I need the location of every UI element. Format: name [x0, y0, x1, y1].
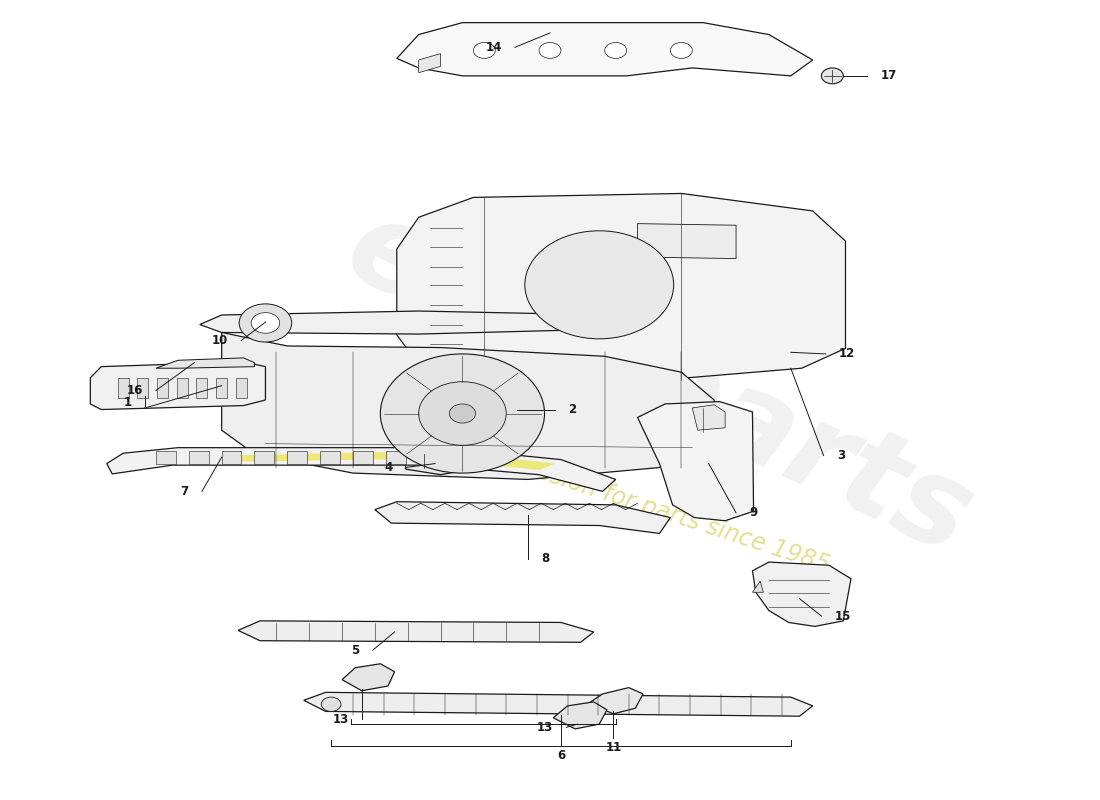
- Text: 9: 9: [749, 506, 758, 519]
- Circle shape: [473, 42, 495, 58]
- Polygon shape: [419, 54, 441, 73]
- Text: 16: 16: [126, 384, 143, 397]
- Polygon shape: [200, 311, 594, 334]
- Text: 3: 3: [837, 449, 845, 462]
- Polygon shape: [752, 562, 851, 626]
- Polygon shape: [386, 451, 406, 463]
- Circle shape: [239, 304, 292, 342]
- Circle shape: [539, 42, 561, 58]
- Polygon shape: [157, 378, 168, 398]
- Text: 8: 8: [541, 552, 550, 566]
- Text: 2: 2: [569, 403, 576, 416]
- Text: europarts: europarts: [329, 188, 990, 580]
- Text: 6: 6: [557, 750, 565, 762]
- Polygon shape: [156, 451, 176, 463]
- Polygon shape: [177, 378, 188, 398]
- Polygon shape: [254, 451, 274, 463]
- Circle shape: [419, 382, 506, 446]
- Polygon shape: [90, 362, 265, 410]
- Polygon shape: [375, 502, 670, 534]
- Polygon shape: [222, 333, 714, 479]
- Polygon shape: [138, 378, 148, 398]
- Polygon shape: [692, 405, 725, 430]
- Text: 15: 15: [835, 610, 851, 622]
- Polygon shape: [217, 378, 227, 398]
- Polygon shape: [320, 451, 340, 463]
- Polygon shape: [287, 451, 307, 463]
- Text: 13: 13: [332, 713, 349, 726]
- Polygon shape: [406, 448, 468, 474]
- Text: 17: 17: [880, 70, 896, 82]
- Polygon shape: [353, 451, 373, 463]
- Polygon shape: [107, 448, 616, 491]
- Circle shape: [670, 42, 692, 58]
- Circle shape: [605, 42, 627, 58]
- Polygon shape: [156, 358, 254, 368]
- Text: a passion for parts since 1985: a passion for parts since 1985: [486, 445, 833, 578]
- Polygon shape: [238, 621, 594, 642]
- Polygon shape: [752, 581, 763, 592]
- Circle shape: [822, 68, 844, 84]
- Polygon shape: [638, 402, 754, 521]
- Circle shape: [321, 697, 341, 711]
- Polygon shape: [235, 378, 246, 398]
- Text: 14: 14: [485, 41, 502, 54]
- Polygon shape: [588, 687, 643, 714]
- Text: 12: 12: [839, 347, 855, 361]
- Polygon shape: [118, 378, 129, 398]
- Text: 5: 5: [351, 644, 360, 657]
- Polygon shape: [189, 451, 209, 463]
- Polygon shape: [222, 451, 241, 463]
- Text: 7: 7: [180, 485, 189, 498]
- Polygon shape: [304, 692, 813, 716]
- Polygon shape: [222, 451, 556, 470]
- Polygon shape: [397, 194, 846, 380]
- Circle shape: [525, 230, 673, 339]
- Polygon shape: [197, 378, 208, 398]
- Circle shape: [251, 313, 279, 334]
- Polygon shape: [638, 224, 736, 258]
- Text: 13: 13: [537, 721, 553, 734]
- Text: 1: 1: [124, 396, 132, 409]
- Text: 11: 11: [605, 742, 621, 754]
- Circle shape: [381, 354, 544, 473]
- Polygon shape: [342, 664, 395, 690]
- Text: 4: 4: [384, 461, 393, 474]
- Polygon shape: [553, 702, 607, 729]
- Polygon shape: [397, 22, 813, 76]
- Circle shape: [449, 404, 475, 423]
- Text: 10: 10: [212, 334, 228, 347]
